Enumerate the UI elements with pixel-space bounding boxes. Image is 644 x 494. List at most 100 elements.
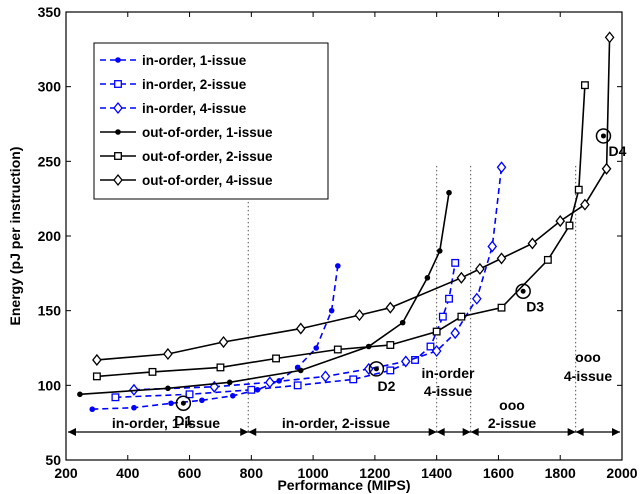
data-point [487, 240, 498, 253]
data-point [92, 372, 101, 381]
data-point [297, 367, 304, 374]
region-label: 2-issue [488, 415, 536, 431]
series-out-of-order-2-issue [92, 81, 589, 381]
data-point [165, 385, 171, 392]
data-point [113, 101, 123, 115]
legend-entry: out-of-order, 4-issue [142, 173, 273, 188]
data-point [272, 354, 280, 363]
design-point-label: D4 [609, 143, 627, 159]
data-point [216, 363, 225, 372]
data-point [497, 303, 506, 312]
data-point [115, 57, 121, 63]
data-point [335, 263, 341, 269]
data-point [574, 185, 583, 194]
data-point [436, 248, 443, 254]
data-point [411, 355, 419, 364]
data-point [226, 379, 233, 386]
data-point [111, 393, 120, 402]
y-axis-title: Energy (pJ per instruction) [7, 147, 23, 326]
arrowhead [68, 428, 76, 436]
x-tick-label: 600 [178, 465, 202, 481]
data-point [115, 129, 121, 135]
region-label: in-order [422, 365, 475, 381]
data-point [431, 344, 442, 358]
data-point [92, 353, 102, 366]
legend-box [93, 42, 329, 200]
data-point [247, 385, 256, 394]
y-tick-label: 50 [45, 452, 61, 468]
data-point [230, 392, 236, 399]
region-label: ooo [575, 349, 601, 365]
arrowhead [567, 428, 576, 436]
design-point-center [520, 288, 526, 294]
x-tick-label: 1200 [359, 465, 390, 481]
data-point [293, 381, 302, 390]
data-point [185, 390, 194, 399]
data-point [386, 341, 395, 349]
data-point [580, 81, 589, 90]
data-point [328, 307, 335, 314]
data-point [168, 400, 174, 407]
data-point [445, 294, 453, 303]
data-point [457, 312, 466, 321]
region-label: 4-issue [564, 368, 612, 384]
x-tick-label: 1800 [545, 465, 576, 481]
data-point [601, 162, 612, 175]
data-point [163, 347, 173, 361]
design-point-marker [368, 361, 385, 377]
legend-entry: in-order, 2-issue [142, 77, 247, 92]
arrowhead [462, 428, 471, 436]
y-tick-label: 100 [38, 377, 62, 393]
data-point [295, 322, 306, 335]
arrowhead [240, 428, 249, 436]
series-in-order-1-issue [89, 263, 341, 413]
data-point [113, 173, 123, 187]
series-out-of-order-4-issue [92, 31, 615, 366]
data-point [471, 292, 482, 305]
series-line [96, 37, 611, 361]
data-point [565, 221, 574, 230]
data-point [527, 237, 538, 250]
arrowhead [612, 428, 620, 436]
region-label: 4-issue [424, 383, 472, 399]
design-point-label: D2 [377, 378, 395, 394]
series-line [92, 265, 339, 410]
data-point [399, 319, 406, 326]
legend-entry: out-of-order, 2-issue [142, 149, 273, 164]
data-point [555, 215, 566, 228]
design-point-center [180, 400, 186, 406]
y-tick-label: 350 [38, 4, 62, 20]
series-in-order-2-issue [111, 258, 460, 402]
arrowhead [436, 428, 445, 436]
data-point [432, 327, 441, 336]
design-point-label: D1 [174, 412, 192, 428]
region-label: ooo [499, 397, 525, 413]
design-point-marker [595, 128, 612, 144]
x-tick-label: 1600 [483, 465, 514, 481]
data-point [313, 345, 320, 351]
data-point [456, 271, 467, 284]
arrowhead [428, 428, 437, 436]
legend-entry: in-order, 4-issue [142, 101, 247, 116]
data-point [450, 327, 461, 340]
data-point [580, 198, 590, 211]
data-point [114, 152, 122, 160]
region-label: in-order, 2-issue [282, 415, 390, 431]
data-point [354, 309, 365, 322]
data-point [438, 312, 447, 321]
data-point [148, 367, 157, 376]
y-tick-label: 150 [38, 303, 62, 319]
series-line [115, 262, 456, 399]
x-axis-title: Performance (MIPS) [277, 477, 410, 493]
data-point [475, 262, 485, 275]
x-tick-label: 1400 [421, 465, 452, 481]
data-point [446, 189, 452, 196]
data-point [349, 375, 358, 384]
data-point [218, 335, 229, 349]
design-point-marker [515, 283, 531, 300]
data-point [89, 406, 96, 413]
data-point [77, 391, 83, 398]
data-point [496, 252, 507, 265]
y-tick-label: 300 [38, 79, 62, 95]
